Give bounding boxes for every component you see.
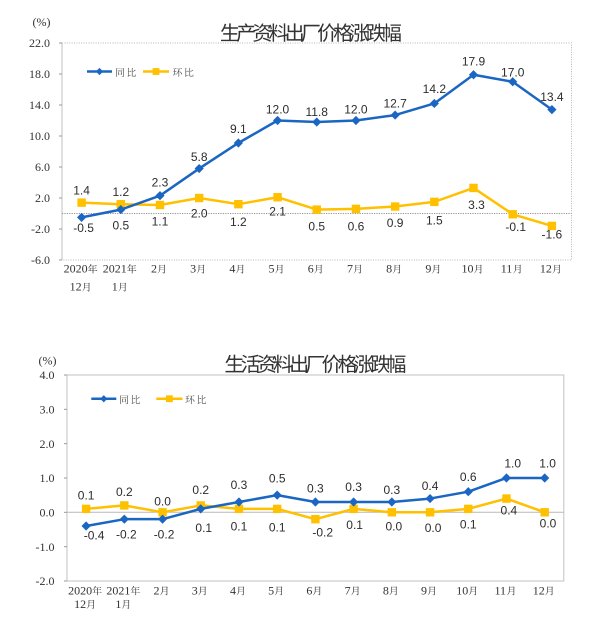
- svg-text:17.9: 17.9: [462, 55, 486, 69]
- svg-text:2: 2: [154, 584, 160, 598]
- svg-text:-0.5: -0.5: [73, 221, 94, 235]
- svg-text:14.0: 14.0: [29, 98, 50, 112]
- svg-text:0.9: 0.9: [387, 216, 404, 230]
- svg-text:1: 1: [115, 597, 121, 611]
- svg-text:11: 11: [494, 584, 506, 598]
- svg-text:1.2: 1.2: [112, 185, 129, 199]
- svg-text:5.8: 5.8: [191, 150, 208, 164]
- svg-text:5: 5: [269, 262, 275, 276]
- svg-text:8: 8: [383, 584, 389, 598]
- svg-text:1.2: 1.2: [230, 215, 247, 229]
- svg-text:7: 7: [347, 262, 353, 276]
- svg-text:10: 10: [462, 262, 474, 276]
- svg-text:9.1: 9.1: [230, 122, 247, 136]
- svg-text:-0.2: -0.2: [116, 528, 137, 542]
- svg-text:3.3: 3.3: [468, 198, 485, 212]
- svg-text:2.0: 2.0: [40, 437, 55, 451]
- svg-text:0.1: 0.1: [231, 520, 248, 534]
- svg-text:0.2: 0.2: [192, 483, 209, 497]
- svg-text:0.5: 0.5: [112, 219, 129, 233]
- svg-text:-0.2: -0.2: [154, 528, 175, 542]
- svg-text:-2.0: -2.0: [36, 574, 55, 588]
- svg-text:2: 2: [151, 262, 157, 276]
- svg-text:4: 4: [229, 262, 235, 276]
- svg-text:0.3: 0.3: [383, 483, 400, 497]
- svg-text:2021: 2021: [106, 584, 130, 598]
- svg-text:18.0: 18.0: [29, 67, 50, 81]
- svg-text:0.0: 0.0: [425, 521, 442, 535]
- svg-text:10.0: 10.0: [29, 129, 50, 143]
- svg-text:-1.0: -1.0: [36, 540, 55, 554]
- svg-text:0.1: 0.1: [460, 517, 477, 531]
- svg-text:-1.6: -1.6: [542, 228, 563, 242]
- svg-text:6: 6: [306, 584, 312, 598]
- svg-text:10: 10: [456, 584, 468, 598]
- svg-text:0.3: 0.3: [345, 480, 362, 494]
- svg-text:0.2: 0.2: [116, 485, 133, 499]
- svg-text:12.0: 12.0: [266, 103, 290, 117]
- svg-text:22.0: 22.0: [29, 36, 50, 50]
- svg-text:3: 3: [192, 584, 198, 598]
- svg-text:9: 9: [425, 262, 431, 276]
- svg-text:14.2: 14.2: [423, 82, 447, 96]
- svg-text:17.0: 17.0: [501, 65, 525, 79]
- svg-text:0.1: 0.1: [346, 518, 363, 532]
- svg-text:0.5: 0.5: [308, 220, 325, 234]
- svg-text:12: 12: [533, 584, 545, 598]
- svg-text:6: 6: [308, 262, 314, 276]
- svg-text:7: 7: [345, 584, 351, 598]
- svg-text:0.0: 0.0: [154, 495, 171, 509]
- svg-text:-0.2: -0.2: [312, 526, 333, 540]
- svg-text:2021: 2021: [103, 262, 127, 276]
- svg-text:2.0: 2.0: [191, 207, 208, 221]
- svg-text:12: 12: [70, 280, 82, 294]
- svg-text:12: 12: [540, 262, 552, 276]
- svg-text:2020: 2020: [68, 584, 92, 598]
- svg-text:2.0: 2.0: [35, 191, 50, 205]
- svg-text:1: 1: [112, 280, 118, 294]
- svg-text:0.1: 0.1: [269, 521, 286, 535]
- svg-text:0.4: 0.4: [501, 504, 518, 518]
- svg-text:-2.0: -2.0: [31, 222, 50, 236]
- svg-text:1.4: 1.4: [73, 183, 90, 197]
- svg-text:(%): (%): [39, 354, 57, 368]
- svg-text:1.0: 1.0: [40, 471, 55, 485]
- svg-text:-0.4: -0.4: [84, 529, 105, 543]
- svg-text:11.8: 11.8: [306, 105, 329, 119]
- svg-text:8: 8: [386, 262, 392, 276]
- svg-text:2.3: 2.3: [152, 176, 169, 190]
- svg-text:1.5: 1.5: [426, 213, 443, 227]
- svg-text:0.3: 0.3: [307, 482, 324, 496]
- svg-text:0.5: 0.5: [269, 472, 286, 486]
- svg-text:0.0: 0.0: [540, 516, 557, 530]
- svg-text:4.0: 4.0: [40, 368, 55, 382]
- svg-text:2020: 2020: [64, 262, 88, 276]
- svg-text:1.1: 1.1: [152, 215, 169, 229]
- svg-text:3.0: 3.0: [40, 403, 55, 417]
- svg-text:13.4: 13.4: [540, 90, 564, 104]
- svg-text:0.0: 0.0: [40, 506, 55, 520]
- svg-text:-6.0: -6.0: [31, 253, 50, 267]
- svg-text:2.1: 2.1: [269, 204, 286, 218]
- svg-text:0.3: 0.3: [231, 478, 248, 492]
- svg-text:12: 12: [74, 597, 86, 611]
- svg-text:6.0: 6.0: [35, 160, 50, 174]
- svg-text:0.1: 0.1: [195, 521, 212, 535]
- svg-text:0.6: 0.6: [460, 470, 477, 484]
- svg-text:0.0: 0.0: [385, 520, 402, 534]
- svg-text:1.0: 1.0: [539, 456, 556, 470]
- svg-text:9: 9: [421, 584, 427, 598]
- svg-text:3: 3: [190, 262, 196, 276]
- svg-text:5: 5: [268, 584, 274, 598]
- svg-text:12.7: 12.7: [383, 97, 407, 111]
- svg-text:0.6: 0.6: [348, 220, 365, 234]
- svg-text:12.0: 12.0: [344, 103, 368, 117]
- svg-text:1.0: 1.0: [504, 456, 521, 470]
- svg-text:4: 4: [230, 584, 236, 598]
- svg-text:11: 11: [501, 262, 513, 276]
- svg-text:0.4: 0.4: [422, 479, 439, 493]
- svg-text:(%): (%): [33, 15, 51, 29]
- svg-text:-0.1: -0.1: [505, 220, 526, 234]
- svg-text:0.1: 0.1: [78, 488, 95, 502]
